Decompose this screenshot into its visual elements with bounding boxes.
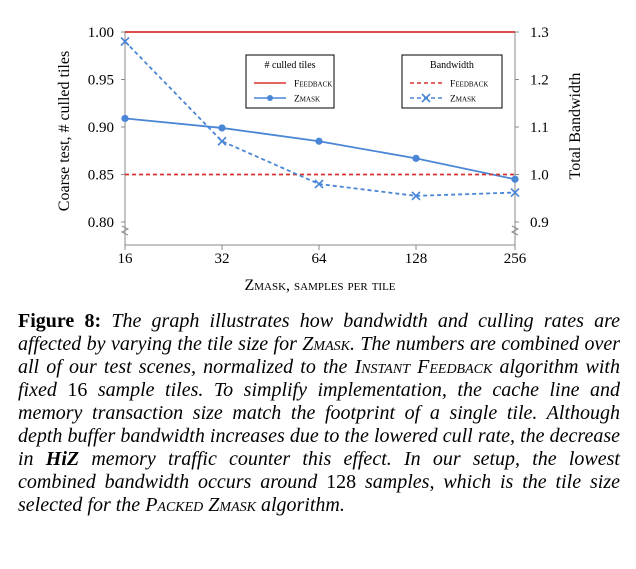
x-tick-label: 16	[118, 251, 134, 267]
right-tick-label: 1.1	[530, 120, 549, 136]
series-line	[124, 117, 516, 181]
data-point-marker	[412, 154, 420, 162]
caption-instant-feedback: Instant Feedback	[354, 356, 493, 378]
legend-entry-label: Zmask	[294, 95, 320, 105]
caption-text-5: memory traffic counter this effect. In o…	[18, 448, 620, 493]
caption-zmask: Zmask	[302, 333, 350, 355]
x-tick-label: 64	[312, 251, 328, 267]
series-zmask-culled-tiles	[121, 114, 519, 183]
legend-culled-tiles: # culled tiles Feedback Zmask	[245, 54, 335, 109]
caption-text-1: The graph illustrates how bandwidth and …	[18, 310, 620, 355]
legend-bandwidth: Bandwidth Feedback Zmask	[401, 54, 503, 109]
series-layer	[120, 31, 520, 201]
figure-label: Figure 8:	[18, 310, 102, 332]
x-tick-label: 32	[215, 251, 230, 267]
legend-box	[401, 54, 503, 109]
figure-caption: Figure 8: The graph illustrates how band…	[18, 310, 620, 517]
data-point-marker	[217, 136, 227, 146]
left-tick-label: 0.85	[88, 168, 114, 184]
data-point-marker	[421, 93, 431, 103]
data-point-marker	[314, 179, 324, 189]
right-tick-label: 1.2	[530, 73, 549, 89]
left-tick-label: 0.95	[88, 73, 114, 89]
right-tick-label: 1.3	[530, 25, 549, 41]
caption-text-2: . The numbers are combined over all of o…	[18, 333, 620, 378]
x-tick-label: 128	[405, 251, 428, 267]
caption-text-7: algorithm.	[255, 494, 345, 516]
data-point-marker	[511, 175, 519, 183]
legend-entry-label: Feedback	[294, 80, 332, 90]
series-zmask-bandwidth	[120, 36, 520, 201]
data-point-marker	[510, 187, 520, 198]
caption-text-6: samples, which is the tile size selected…	[18, 471, 620, 516]
x-axis-title: Zmask, samples per tile	[244, 277, 395, 294]
x-tick-label: 256	[504, 251, 527, 267]
axes: 16 32 64 128 256 0.80 0.85 0.90 0.95 1.00 0.9 1.0 1.…	[56, 25, 584, 294]
data-point-marker	[120, 36, 130, 47]
right-tick-label: 0.9	[530, 215, 549, 231]
caption-number-16: 16	[67, 379, 88, 401]
legend-title: Bandwidth	[430, 60, 474, 71]
data-point-marker	[218, 124, 226, 132]
caption-text-4: sample tiles. To simplify implementation…	[18, 379, 620, 470]
caption-number-128: 128	[326, 471, 357, 493]
caption-packed-zmask: Packed Zmask	[145, 494, 256, 516]
legend-marker	[267, 95, 273, 101]
left-tick-label: 0.90	[88, 120, 114, 136]
right-tick-label: 1.0	[530, 168, 549, 184]
legend-layer: # culled tiles Feedback Zmask Bandwidth Feed…	[245, 54, 503, 109]
left-tick-label: 1.00	[88, 25, 114, 41]
right-axis-title: Total Bandwidth	[567, 73, 584, 180]
right-axis-break	[510, 225, 520, 236]
legend-entry-label: Feedback	[450, 80, 488, 90]
data-point-marker	[411, 191, 421, 201]
caption-text-3: algorithm with fixed	[18, 356, 620, 401]
legend-entry-label: Zmask	[450, 95, 476, 105]
chart: 16 32 64 128 256 0.80 0.85 0.90 0.95 1.00 0.9 1.0 1.…	[56, 25, 584, 294]
left-axis-title: Coarse test, # culled tiles	[56, 51, 73, 211]
left-axis-break	[120, 225, 130, 236]
legend-title: # culled tiles	[264, 60, 315, 71]
data-point-marker	[121, 114, 129, 123]
data-point-marker	[315, 137, 323, 145]
left-tick-label: 0.80	[88, 215, 114, 231]
legend-box	[245, 54, 335, 109]
caption-hiz: HiZ	[45, 448, 80, 470]
